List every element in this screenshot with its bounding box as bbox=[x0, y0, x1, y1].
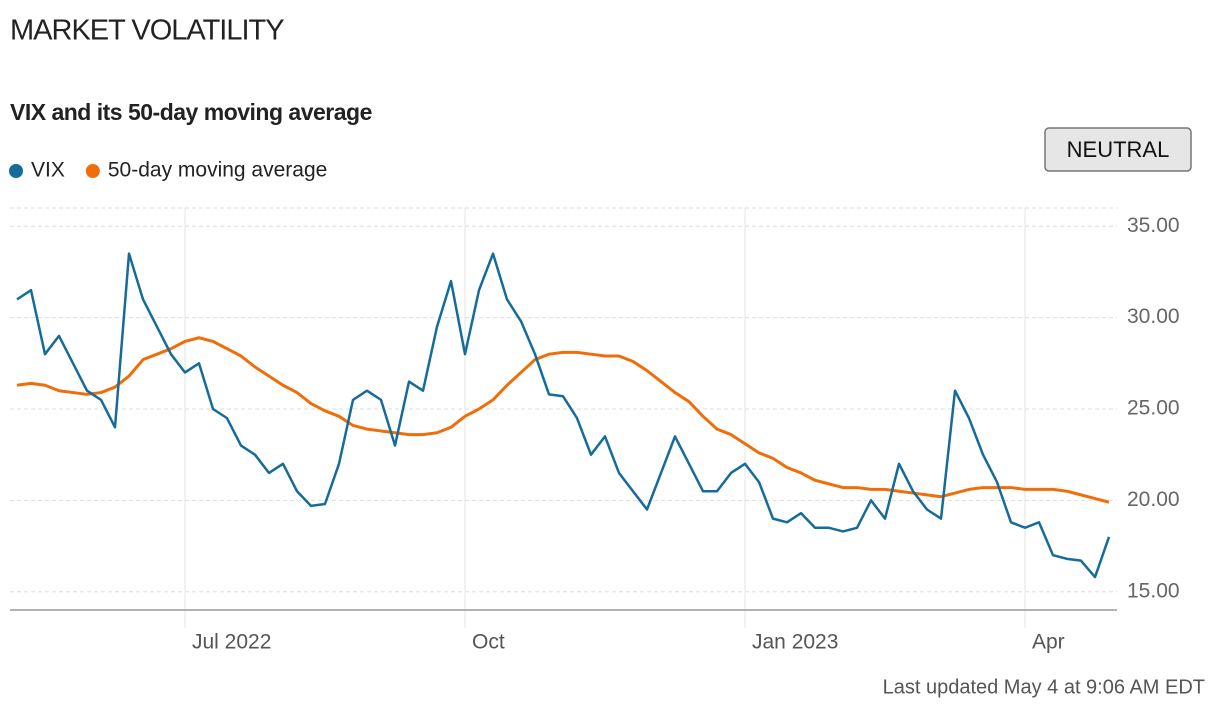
y-tick-label: 25.00 bbox=[1127, 397, 1180, 420]
x-tick-label: Apr bbox=[1032, 631, 1065, 654]
footnote: Last updated May 4 at 9:06 AM EDT bbox=[883, 676, 1205, 698]
status-badge bbox=[1044, 127, 1192, 172]
y-tick-label: 15.00 bbox=[1127, 579, 1180, 602]
legend-label: 50-day moving average bbox=[108, 159, 327, 182]
legend-marker bbox=[85, 164, 100, 178]
chart-subtitle: VIX and its 50-day moving average bbox=[10, 99, 372, 125]
x-tick-label: Oct bbox=[472, 631, 505, 654]
x-tick-label: Jan 2023 bbox=[752, 631, 838, 654]
legend-label: VIX bbox=[31, 159, 65, 182]
x-tick-label: Jul 2022 bbox=[192, 631, 271, 654]
legend-marker bbox=[9, 164, 23, 178]
status-label: NEUTRAL bbox=[1067, 137, 1170, 162]
series-line bbox=[16, 336, 1110, 504]
y-tick-label: 20.00 bbox=[1127, 488, 1180, 511]
chart-title: MARKET VOLATILITY bbox=[10, 15, 284, 47]
y-tick-label: 35.00 bbox=[1127, 214, 1180, 237]
y-tick-label: 30.00 bbox=[1127, 305, 1180, 328]
series-line bbox=[16, 252, 1111, 579]
